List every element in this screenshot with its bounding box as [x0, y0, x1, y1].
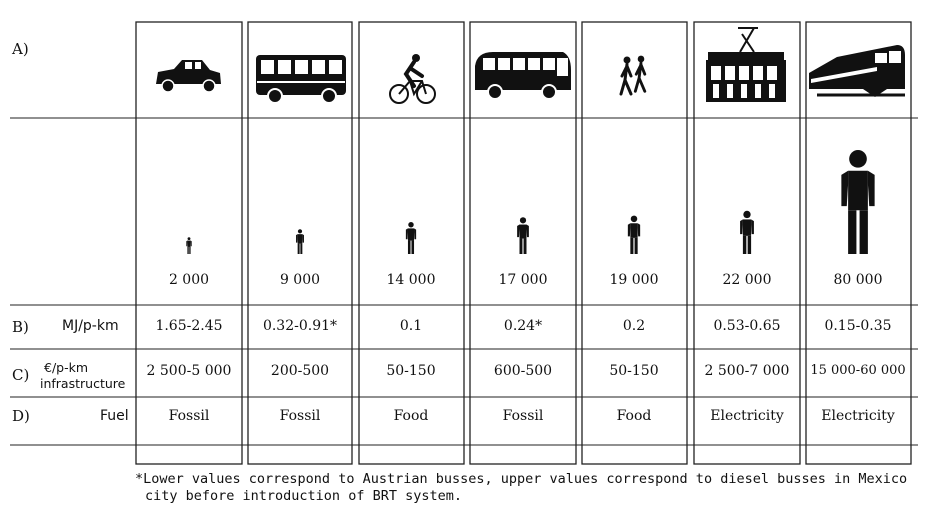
footnote-line-1: *Lower values correspond to Austrian bus… — [135, 471, 908, 487]
column-box — [693, 21, 801, 465]
capacity-person-icon — [627, 215, 641, 254]
infrastructure-value: 15 000-60 000 — [810, 363, 906, 378]
fuel-value: Electricity — [821, 408, 895, 424]
energy-value: 0.1 — [399, 318, 423, 334]
energy-value: 0.32-0.91* — [262, 318, 338, 334]
car-icon — [156, 60, 221, 93]
fuel-value: Fossil — [502, 408, 544, 424]
capacity-person-icon — [517, 217, 529, 254]
train-icon — [809, 45, 905, 97]
fuel-value: Fossil — [168, 408, 210, 424]
energy-value: 0.24* — [503, 318, 543, 334]
tram-icon — [706, 27, 786, 102]
energy-metric-label: MJ/p-km — [62, 318, 119, 334]
capacity-value: 2 000 — [168, 272, 210, 288]
capacity-person-icon — [296, 229, 304, 254]
fuel-value: Food — [393, 408, 429, 424]
column-box — [469, 21, 577, 465]
bus-icon — [256, 55, 346, 104]
infrastructure-value: 50-150 — [386, 363, 436, 379]
capacity-value: 17 000 — [498, 272, 548, 288]
pedestrians-icon — [619, 55, 647, 96]
column-box — [247, 21, 353, 465]
row-label-d: D) — [12, 407, 30, 425]
coach-bus-icon — [475, 52, 571, 100]
energy-value: 0.2 — [622, 318, 646, 334]
row-label-a: A) — [12, 40, 29, 58]
capacity-person-icon — [740, 210, 754, 254]
capacity-person-icon — [841, 150, 875, 254]
column-box — [358, 21, 465, 465]
footnote-line-2: city before introduction of BRT system. — [145, 488, 462, 504]
fuel-value: Food — [616, 408, 652, 424]
infra-unit-label: €/p-km — [44, 360, 89, 375]
capacity-value: 80 000 — [833, 272, 883, 288]
fuel-metric-label: Fuel — [100, 408, 129, 424]
capacity-value: 22 000 — [722, 272, 772, 288]
infrastructure-value: 200-500 — [270, 363, 330, 379]
energy-value: 0.15-0.35 — [824, 318, 892, 334]
column-box — [135, 21, 243, 465]
capacity-person-icon — [405, 222, 417, 254]
capacity-person-icon — [186, 237, 192, 254]
column-box — [805, 21, 912, 465]
row-label-b: B) — [12, 318, 29, 336]
infrastructure-value: 2 500-5 000 — [146, 363, 232, 379]
capacity-value: 14 000 — [386, 272, 436, 288]
bicycle-icon — [389, 54, 436, 104]
column-box — [581, 21, 688, 465]
infrastructure-value: 2 500-7 000 — [704, 363, 790, 379]
fuel-value: Fossil — [279, 408, 321, 424]
energy-value: 0.53-0.65 — [713, 318, 781, 334]
infrastructure-value: 600-500 — [493, 363, 553, 379]
capacity-value: 19 000 — [609, 272, 659, 288]
row-label-c: C) — [12, 366, 30, 384]
capacity-value: 9 000 — [279, 272, 321, 288]
infra-word-label: infrastructure — [40, 376, 126, 391]
fuel-value: Electricity — [710, 408, 784, 424]
energy-value: 1.65-2.45 — [155, 318, 223, 334]
infrastructure-value: 50-150 — [609, 363, 659, 379]
